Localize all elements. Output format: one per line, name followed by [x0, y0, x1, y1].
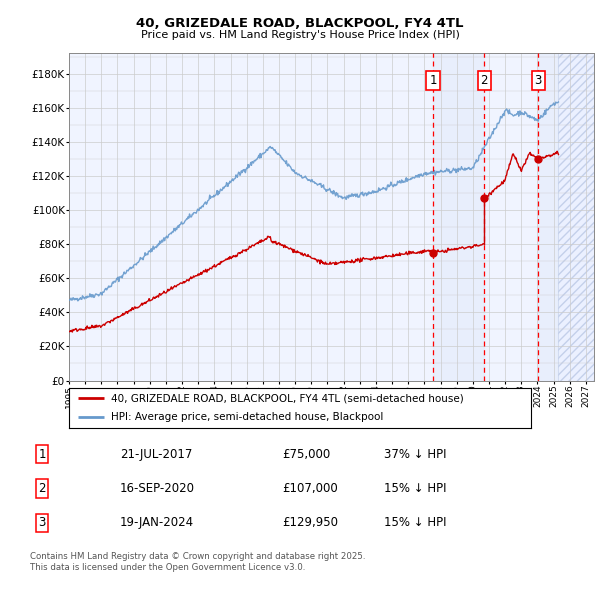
Text: This data is licensed under the Open Government Licence v3.0.: This data is licensed under the Open Gov… — [30, 563, 305, 572]
Text: 16-SEP-2020: 16-SEP-2020 — [120, 482, 195, 495]
Text: 2: 2 — [481, 74, 488, 87]
Text: 15% ↓ HPI: 15% ↓ HPI — [384, 516, 446, 529]
Text: 40, GRIZEDALE ROAD, BLACKPOOL, FY4 4TL (semi-detached house): 40, GRIZEDALE ROAD, BLACKPOOL, FY4 4TL (… — [110, 394, 463, 404]
Text: 21-JUL-2017: 21-JUL-2017 — [120, 448, 193, 461]
Text: 1: 1 — [38, 448, 46, 461]
Text: 19-JAN-2024: 19-JAN-2024 — [120, 516, 194, 529]
Text: Price paid vs. HM Land Registry's House Price Index (HPI): Price paid vs. HM Land Registry's House … — [140, 30, 460, 40]
Text: £107,000: £107,000 — [282, 482, 338, 495]
Text: 3: 3 — [535, 74, 542, 87]
Text: Contains HM Land Registry data © Crown copyright and database right 2025.: Contains HM Land Registry data © Crown c… — [30, 552, 365, 560]
Text: 3: 3 — [38, 516, 46, 529]
Text: 37% ↓ HPI: 37% ↓ HPI — [384, 448, 446, 461]
Bar — [557, 53, 594, 381]
Bar — [557, 53, 594, 381]
Text: 40, GRIZEDALE ROAD, BLACKPOOL, FY4 4TL: 40, GRIZEDALE ROAD, BLACKPOOL, FY4 4TL — [136, 17, 464, 30]
Bar — [433, 53, 484, 381]
Bar — [538, 53, 557, 381]
Text: 2: 2 — [38, 482, 46, 495]
Text: 15% ↓ HPI: 15% ↓ HPI — [384, 482, 446, 495]
Text: £129,950: £129,950 — [282, 516, 338, 529]
Text: 1: 1 — [430, 74, 437, 87]
Text: HPI: Average price, semi-detached house, Blackpool: HPI: Average price, semi-detached house,… — [110, 412, 383, 422]
Text: £75,000: £75,000 — [282, 448, 330, 461]
